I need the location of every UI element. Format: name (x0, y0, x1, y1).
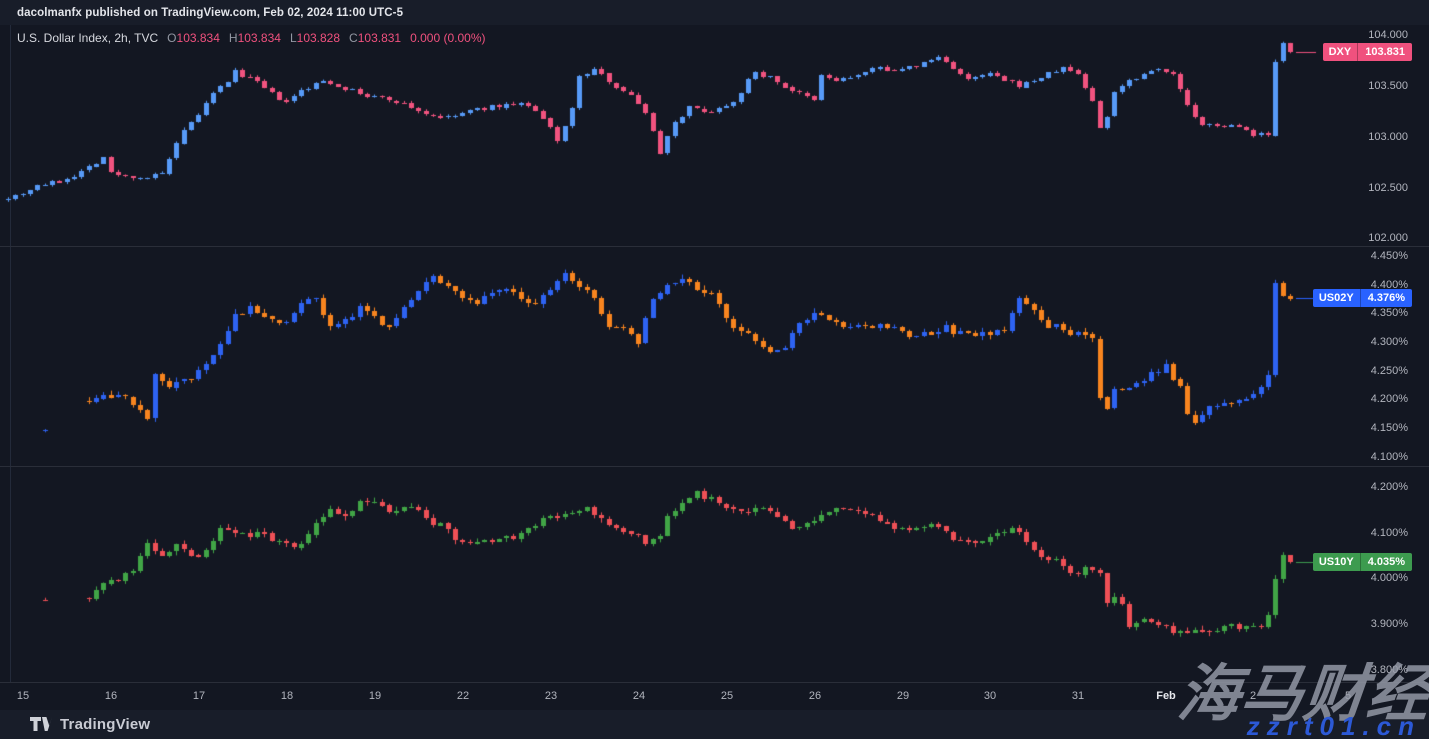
price-badge-us02y: US02Y 4.376% (1312, 289, 1412, 307)
price-tick-label: 103.000 (1368, 131, 1408, 143)
legend-change: 0.000 (0.00%) (410, 31, 486, 45)
time-axis-label: 23 (544, 690, 558, 702)
price-badge-dxy: DXY 103.831 (1322, 43, 1412, 61)
time-axis-label: 31 (1071, 690, 1085, 702)
time-axis-label: 2 (1249, 690, 1257, 702)
price-tick-label: 4.200% (1370, 481, 1408, 493)
time-axis-label: 29 (896, 690, 910, 702)
attribution-bar: dacolmanfx published on TradingView.com,… (0, 0, 1429, 25)
price-tick-label: 4.100% (1370, 451, 1408, 463)
time-axis-label: 16 (104, 690, 118, 702)
time-axis-label: 22 (456, 690, 470, 702)
badge-price-value: 4.376% (1359, 289, 1412, 307)
price-tick-label: 102.500 (1368, 182, 1408, 194)
time-axis-label: 18 (280, 690, 294, 702)
price-tick-label: 104.000 (1368, 29, 1408, 41)
price-tick-label: 3.800% (1370, 664, 1408, 676)
time-axis-label: 26 (808, 690, 822, 702)
pane-separator-2[interactable] (0, 466, 1429, 467)
legend-low: L103.828 (289, 31, 341, 45)
badge-price-value: 103.831 (1357, 43, 1412, 61)
time-axis[interactable]: 15 16 17 18 19 22 23 24 25 26 29 30 31 Feb 2 5 (0, 682, 1429, 711)
time-axis-label: 25 (720, 690, 734, 702)
pane-separator-1[interactable] (0, 246, 1429, 247)
time-axis-label: 24 (632, 690, 646, 702)
tradingview-logo-icon (30, 717, 52, 731)
time-axis-label: 30 (983, 690, 997, 702)
time-axis-label: 17 (192, 690, 206, 702)
watermark-domain: zzrt01.cn (1246, 711, 1421, 739)
price-tick-label: 103.500 (1368, 80, 1408, 92)
time-axis-label: 5 (1344, 690, 1352, 702)
badge-price-value: 4.035% (1359, 553, 1412, 571)
price-badge-us10y: US10Y 4.035% (1312, 553, 1412, 571)
legend-close: C103.831 (349, 31, 402, 45)
tradingview-brand-link[interactable]: TradingView (30, 716, 150, 733)
price-tick-label: 4.300% (1370, 336, 1408, 348)
time-axis-label: 19 (368, 690, 382, 702)
legend-open: O103.834 (167, 31, 220, 45)
footer-bar: TradingView zzrt01.cn (0, 710, 1429, 739)
attribution-text: dacolmanfx published on TradingView.com,… (17, 6, 404, 19)
price-tick-label: 4.150% (1370, 422, 1408, 434)
price-tick-label: 4.000% (1370, 572, 1408, 584)
price-tick-label: 3.900% (1370, 618, 1408, 630)
chart-area: U.S. Dollar Index, 2h, TVC O103.834 H103… (0, 25, 1429, 729)
symbol-legend: U.S. Dollar Index, 2h, TVC O103.834 H103… (17, 31, 486, 45)
badge-symbol-label: DXY (1328, 46, 1352, 58)
candlestick-canvas[interactable] (0, 25, 1372, 682)
price-tick-label: 4.200% (1370, 393, 1408, 405)
price-tick-label: 4.400% (1370, 279, 1408, 291)
legend-high: H103.834 (228, 31, 281, 45)
price-tick-label: 102.000 (1368, 232, 1408, 244)
time-axis-label: 15 (16, 690, 30, 702)
price-tick-label: 4.350% (1370, 307, 1408, 319)
badge-symbol-label: US10Y (1318, 556, 1354, 568)
tradingview-brand-text: TradingView (60, 716, 151, 733)
legend-symbol-title: U.S. Dollar Index, 2h, TVC (17, 31, 159, 45)
badge-symbol-label: US02Y (1318, 292, 1354, 304)
price-tick-label: 4.100% (1370, 527, 1408, 539)
price-tick-label: 4.250% (1370, 365, 1408, 377)
price-tick-label: 4.450% (1370, 250, 1408, 262)
time-axis-label: Feb (1156, 690, 1176, 702)
